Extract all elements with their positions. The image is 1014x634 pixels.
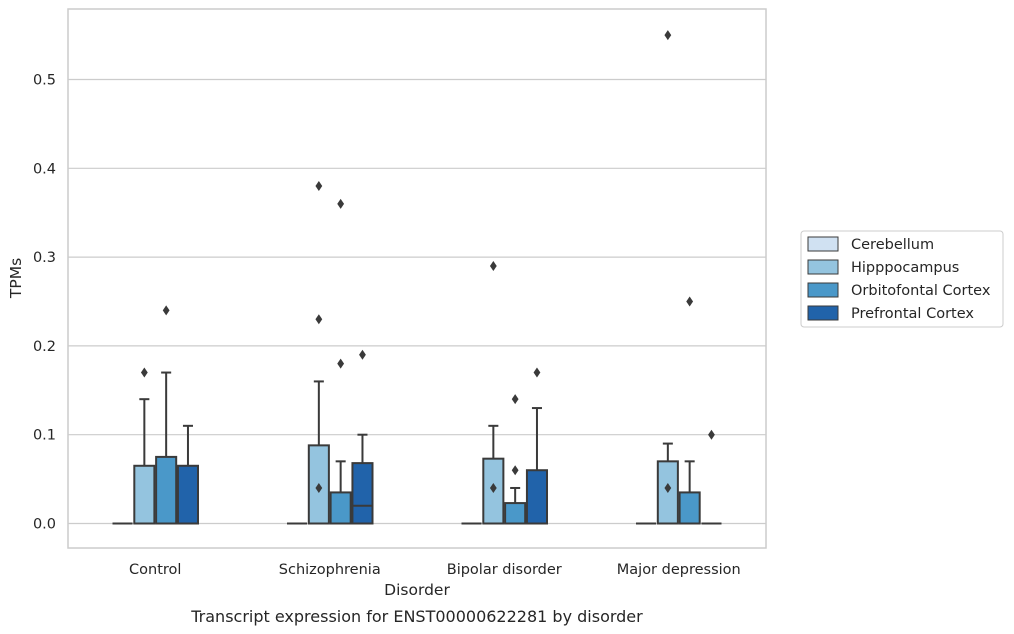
outlier-point: [140, 367, 148, 378]
outlier-point: [533, 367, 541, 378]
box-prefrontal-cortex: [176, 424, 200, 525]
x-axis-ticks: Control Schizophrenia Bipolar disorder Majo…: [129, 562, 741, 578]
plot-area-frame: [67, 8, 767, 549]
outlier-point: [315, 181, 323, 192]
box-orbitofontal-cortex: [329, 198, 352, 525]
outlier-point: [489, 260, 497, 271]
y-tick-label: 0.2: [33, 339, 56, 355]
box-iqr: [351, 462, 374, 525]
outlier-point: [315, 314, 323, 325]
box-orbitofontal-cortex: [155, 305, 178, 525]
y-tick-label: 0.5: [33, 73, 56, 89]
outlier-point: [489, 482, 497, 493]
chart-caption: Transcript expression for ENST0000062228…: [190, 607, 643, 626]
legend-swatch: [807, 236, 839, 252]
legend-swatch: [807, 259, 839, 275]
box-orbitofontal-cortex: [504, 394, 527, 525]
outlier-point: [664, 482, 672, 493]
legend-entry: Cerebellum: [851, 237, 934, 253]
outlier-point: [162, 305, 170, 316]
y-tick-label: 0.0: [33, 517, 56, 533]
x-tick-label: Control: [129, 562, 181, 578]
y-axis-label: TPMs: [7, 258, 25, 299]
y-axis-ticks: 0.0 0.1 0.2 0.3 0.4 0.5: [33, 73, 56, 533]
y-tick-label: 0.4: [33, 161, 56, 177]
box-hipppocampus: [656, 30, 679, 525]
x-tick-label: Major depression: [617, 562, 741, 578]
box-prefrontal-cortex: [701, 429, 722, 525]
box-prefrontal-cortex: [351, 349, 374, 525]
box-hipppocampus: [482, 260, 505, 525]
y-tick-label: 0.3: [33, 250, 56, 266]
outlier-point: [708, 429, 715, 440]
box-iqr: [176, 464, 200, 525]
box-prefrontal-cortex: [525, 367, 549, 525]
y-tick-label: 0.1: [33, 428, 56, 444]
boxes: [112, 30, 722, 525]
outlier-point: [511, 465, 519, 476]
box-iqr: [525, 469, 549, 525]
legend-entry: Prefrontal Cortex: [851, 306, 974, 322]
x-tick-label: Schizophrenia: [279, 562, 381, 578]
box-orbitofontal-cortex: [678, 296, 701, 525]
outlier-point: [315, 482, 323, 493]
outlier-point: [686, 296, 694, 307]
outlier-point: [359, 349, 366, 360]
legend: Cerebellum Hipppocampus Orbitofontal Corte…: [800, 230, 1004, 328]
x-axis-label: Disorder: [384, 581, 450, 599]
legend-entry: Hipppocampus: [851, 260, 959, 276]
box-hipppocampus: [307, 181, 330, 525]
box-hipppocampus: [133, 367, 156, 525]
legend-swatch: [807, 305, 839, 321]
box-iqr: [329, 491, 352, 525]
x-tick-label: Bipolar disorder: [447, 562, 562, 578]
outlier-point: [337, 198, 345, 209]
legend-swatch: [807, 282, 839, 298]
legend-frame: [800, 230, 1004, 328]
outlier-point: [337, 358, 345, 369]
outlier-point: [664, 30, 672, 41]
box-iqr: [504, 502, 527, 525]
box-iqr: [133, 464, 156, 525]
legend-entry: Orbitofontal Cortex: [851, 283, 991, 299]
box-iqr: [155, 455, 178, 525]
outlier-point: [511, 394, 519, 405]
box-iqr: [678, 491, 701, 525]
